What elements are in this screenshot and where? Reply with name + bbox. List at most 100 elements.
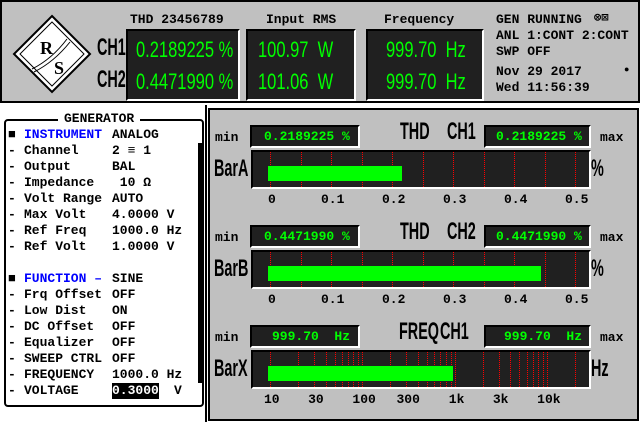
tick-label: 0.4: [504, 292, 528, 307]
thd-ch1: 0.2189225 %: [136, 37, 234, 62]
gridline: [575, 352, 576, 387]
row-value[interactable]: 1000.0 Hz: [112, 367, 183, 382]
row-value[interactable]: ANALOG: [112, 127, 159, 142]
bar-title-channel: CH2: [447, 218, 476, 245]
tick-label: 300: [396, 392, 420, 407]
bar-title-measure: THD: [400, 218, 430, 245]
min-label: min: [215, 130, 239, 145]
row-label: Volt Range: [24, 191, 103, 206]
row-value[interactable]: 4.0000 V: [112, 207, 175, 222]
row-bullet: -: [8, 287, 16, 302]
gridline: [519, 352, 521, 387]
row-label: Impedance: [24, 175, 95, 190]
row-bullet: -: [8, 223, 16, 238]
tick-label: 0.5: [565, 192, 589, 207]
svg-text:R: R: [40, 38, 54, 58]
tick-label: 0.2: [382, 192, 406, 207]
gridline: [575, 152, 576, 187]
rms-display: 100.97 W 101.06 W: [246, 29, 356, 101]
gridline: [544, 252, 546, 287]
max-value: 0.2189225 %: [496, 129, 582, 144]
gridline: [482, 352, 484, 387]
gridline: [547, 352, 549, 387]
tick-label: 0: [268, 292, 276, 307]
row-value[interactable]: AUTO: [112, 191, 144, 206]
bar-track: [251, 250, 591, 289]
gridline: [422, 152, 424, 187]
row-label: Frq Offset: [24, 287, 103, 302]
gridline: [514, 152, 515, 187]
row-label: Channel: [24, 143, 79, 158]
bar-name: BarB: [214, 255, 249, 282]
min-display: 999.70 Hz: [250, 325, 360, 348]
bar-title-channel: CH1: [447, 118, 476, 145]
anl-status: ANL 1:CONT 2:CONT: [496, 28, 629, 43]
bar-name: BarA: [214, 155, 249, 182]
bar-title-measure: THD: [400, 118, 430, 145]
row-bullet: -: [8, 303, 16, 318]
ch2-label: CH2: [97, 66, 126, 93]
ch1-label: CH1: [97, 34, 126, 61]
row-value[interactable]: OFF: [112, 319, 136, 334]
row-bullet: -: [8, 191, 16, 206]
row-value[interactable]: OFF: [112, 287, 136, 302]
row-label: VOLTAGE: [24, 383, 79, 398]
row-bullet: -: [8, 367, 16, 382]
min-display: 0.2189225 %: [250, 125, 360, 148]
thd-ch2: 0.4471990 %: [136, 69, 234, 94]
bar-track: [251, 150, 591, 189]
row-value[interactable]: OFF: [112, 351, 136, 366]
row-bullet: -: [8, 239, 16, 254]
max-label: max: [600, 230, 624, 245]
tick-label: 0.3: [443, 292, 467, 307]
generator-scrollbar[interactable]: [198, 143, 202, 383]
row-value[interactable]: 1000.0 Hz: [112, 223, 183, 238]
row-bullet: -: [8, 207, 16, 222]
min-label: min: [215, 330, 239, 345]
min-value: 0.4471990 %: [264, 229, 350, 244]
max-value: 0.4471990 %: [496, 229, 582, 244]
rms-title: Input RMS: [266, 12, 337, 27]
tick-label: 0.1: [321, 192, 345, 207]
min-value: 0.2189225 %: [264, 129, 350, 144]
row-bullet: -: [8, 319, 16, 334]
freq-display: 999.70 Hz 999.70 Hz: [366, 29, 484, 101]
row-value[interactable]: 1.0000 V: [112, 239, 175, 254]
gridline: [498, 352, 500, 387]
tick-label: 10k: [537, 392, 561, 407]
row-label: Ref Volt: [24, 239, 87, 254]
row-label: INSTRUMENT: [24, 127, 103, 142]
svg-text:S: S: [54, 58, 64, 78]
row-value[interactable]: 10 Ω: [112, 175, 152, 190]
row-value[interactable]: 0.3000: [112, 383, 159, 399]
row-label: Output: [24, 159, 71, 174]
row-value[interactable]: 2 ≡ 1: [112, 143, 152, 158]
row-value[interactable]: OFF: [112, 335, 136, 350]
tick-label: 0: [268, 192, 276, 207]
date: Nov 29 2017: [496, 64, 582, 79]
row-value[interactable]: ON: [112, 303, 128, 318]
row-bullet: -: [8, 143, 16, 158]
tick-label: 1k: [448, 392, 465, 407]
freq-title: Frequency: [384, 12, 455, 27]
row-value[interactable]: BAL: [112, 159, 136, 174]
max-value: 999.70 Hz: [504, 329, 583, 344]
tick-label: 30: [308, 392, 324, 407]
row-value[interactable]: SINE: [112, 271, 144, 286]
gridline: [575, 252, 576, 287]
bar-fill: [268, 266, 541, 281]
min-label: min: [215, 230, 239, 245]
row-bullet: -: [8, 175, 16, 190]
min-value: 999.70 Hz: [272, 329, 351, 344]
row-label: DC Offset: [24, 319, 95, 334]
gen-status: GEN RUNNING: [496, 12, 582, 27]
bar-unit: %: [591, 255, 604, 282]
row-label: SWEEP CTRL: [24, 351, 103, 366]
freq-ch2: 999.70 Hz: [386, 69, 466, 94]
row-bullet: -: [8, 383, 16, 398]
max-display: 0.2189225 %: [484, 125, 591, 148]
gridline: [453, 152, 454, 187]
bar-fill: [268, 166, 402, 181]
generator-panel: GENERATOR ■ INSTRUMENT ANALOG - Channel 2 ≡ 1…: [0, 105, 207, 422]
